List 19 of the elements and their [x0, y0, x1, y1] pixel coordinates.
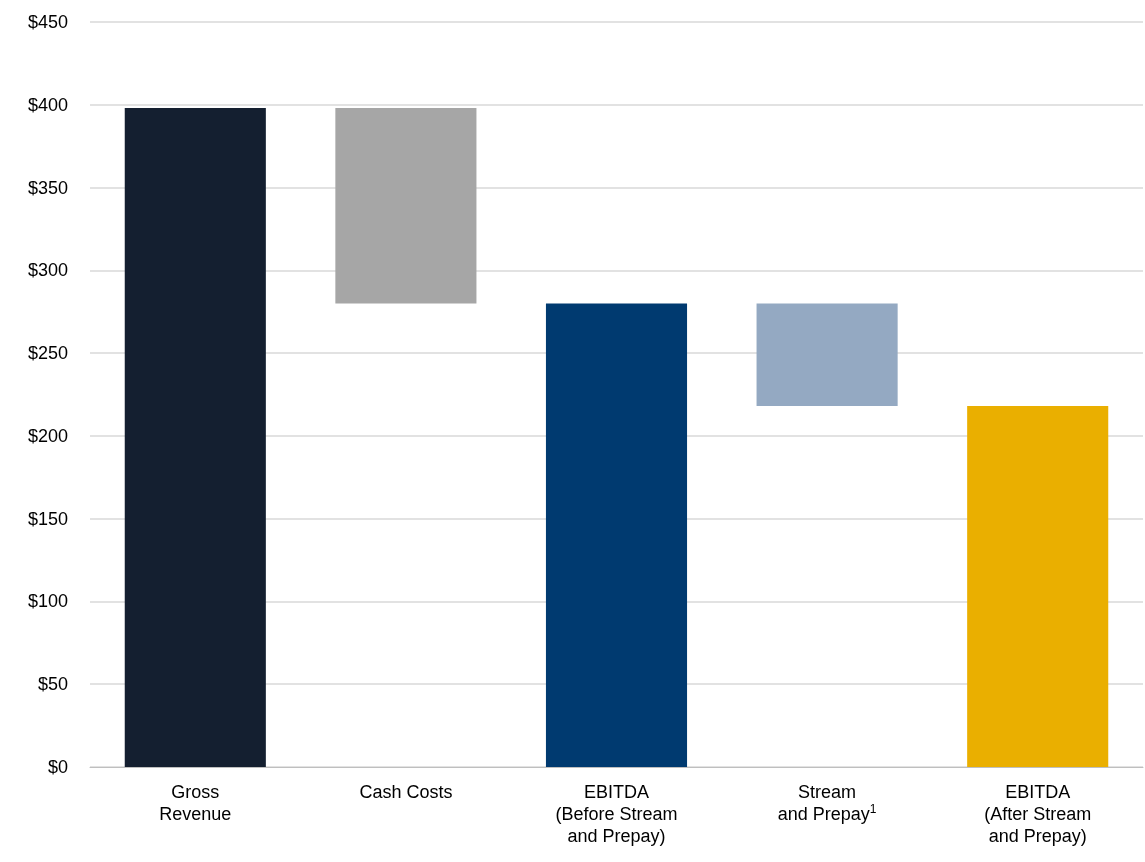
y-tick-label: $250 [27, 343, 68, 364]
bar [756, 303, 898, 407]
x-tick-label: EBITDA (After Stream and Prepay) [984, 782, 1092, 846]
y-tick-label: $200 [27, 425, 68, 446]
bar [124, 108, 266, 767]
y-tick-label: $50 [37, 674, 68, 695]
y-tick-label: $350 [27, 177, 68, 198]
bar [335, 108, 477, 304]
bar [967, 406, 1109, 767]
y-tick-label: $450 [27, 12, 68, 32]
y-tick-label: $300 [27, 260, 68, 281]
y-tick-label: $100 [27, 591, 68, 612]
x-tick-label: Cash Costs [359, 782, 453, 802]
x-tick-label: Gross Revenue [159, 782, 232, 824]
x-tick-label: EBITDA (Before Stream and Prepay) [555, 782, 678, 846]
y-tick-label: $400 [27, 94, 68, 115]
bar [545, 303, 688, 767]
y-tick-label: $0 [47, 757, 68, 777]
y-tick-label: $150 [27, 508, 68, 529]
